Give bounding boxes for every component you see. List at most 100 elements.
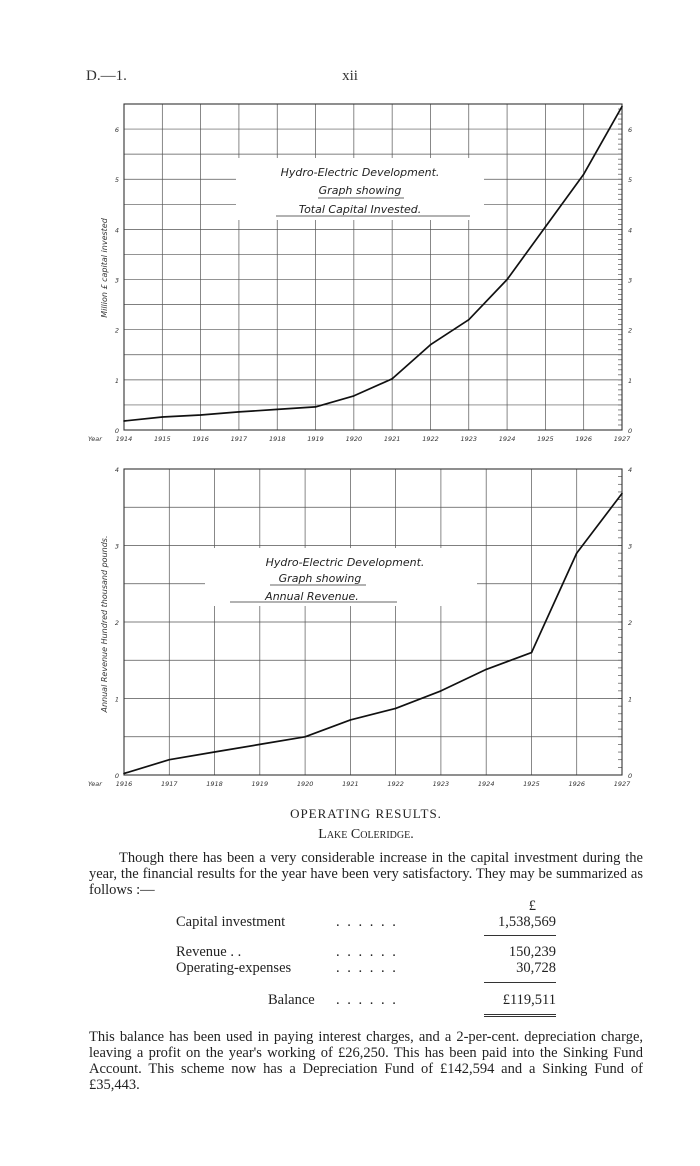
chart1-title-line3: Total Capital Invested. [299,203,422,216]
row-label: Operating-expenses [176,960,292,976]
row-operating-expenses: Operating-expenses . . . . . . 30,728 [176,960,556,976]
page-number: xii [342,68,358,84]
chart2-tick-labels: 1916 1917 1918 1919 1920 1921 1922 1923 1924 1925… [88,466,632,788]
data-point [199,414,202,416]
chart1-title-line1: Hydro-Electric Development. [281,166,440,179]
y-tick-label-right: 1 [628,377,632,385]
y-tick-label-right: 1 [628,696,632,704]
data-point [123,772,125,775]
x-tick-label: 1916 [192,435,209,443]
x-tick-label: 1918 [206,780,223,788]
row-value: 1,538,569 [498,914,556,930]
x-axis-prefix: Year [88,435,103,443]
y-tick-label-left: 6 [115,126,119,134]
row-value: 30,728 [516,960,556,976]
data-point [259,743,261,746]
y-tick-label-right: 2 [628,619,632,627]
x-tick-label: 1927 [614,435,631,443]
x-tick-label: 1919 [307,435,324,443]
rule-1 [484,935,556,936]
data-point [544,226,547,228]
x-tick-label: 1921 [342,780,359,788]
x-tick-label: 1919 [252,780,269,788]
x-tick-label: 1924 [499,435,516,443]
x-tick-label: 1925 [523,780,540,788]
data-point [168,758,171,761]
rule-2 [484,982,556,983]
chart2-frame [123,468,623,776]
row-revenue: Revenue . . . . . . . . 150,239 [176,944,556,960]
chart2-title-line1: Hydro-Electric Development. [266,556,425,569]
chart2-y-axis-label: Annual Revenue Hundred thousand pounds. [100,536,109,714]
y-tick-label-left: 4 [115,226,119,234]
data-point [213,751,216,753]
data-point [123,420,125,422]
x-tick-label: 1925 [537,435,554,443]
chart2-title-box [205,548,477,606]
y-tick-label-right: 0 [628,772,632,780]
x-tick-label: 1924 [478,780,495,788]
y-tick-label-left: 0 [115,772,119,780]
section-title: OPERATING RESULTS. [290,806,442,821]
data-point [429,343,432,346]
x-tick-label: 1923 [433,780,450,788]
data-point [349,719,352,721]
y-tick-label-left: 3 [115,543,119,551]
y-tick-label-left: 2 [115,327,119,335]
data-point [582,173,585,176]
x-tick-label: 1917 [161,780,178,788]
y-tick-label-right: 3 [628,277,632,285]
x-tick-label: 1927 [614,780,631,788]
x-tick-label: 1920 [297,780,314,788]
chart2-title-line3: Annual Revenue. [264,590,359,603]
x-tick-label: 1917 [231,435,248,443]
row-label: Revenue . . [176,944,242,960]
x-tick-label: 1916 [116,780,133,788]
closing-paragraph: This balance has been used in paying int… [89,1029,643,1093]
y-tick-label-right: 3 [628,543,632,551]
row-label: Capital investment [176,914,286,930]
data-point [304,735,306,738]
x-tick-label: 1926 [575,435,592,443]
y-tick-label-right: 5 [628,176,632,184]
chart2-title-line2: Graph showing [279,572,362,585]
row-value: 150,239 [508,944,556,960]
row-capital-investment: Capital investment . . . . . . 1,538,569 [176,914,556,930]
row-leader-dots: . . . . . . [336,944,398,960]
x-axis-prefix: Year [88,780,103,788]
row-label: Balance [268,992,315,1008]
rule-double [484,1014,556,1017]
x-tick-label: 1918 [269,435,286,443]
y-tick-label-right: 4 [628,466,632,474]
chart1-y-axis-label: Million £ capital invested [100,217,109,318]
data-point [238,411,240,413]
x-tick-label: 1922 [422,435,439,443]
chart1-grid [124,103,622,431]
y-tick-label-left: 0 [115,427,119,435]
y-tick-label-left: 2 [115,619,119,627]
chart1-frame [123,103,623,431]
y-tick-label-left: 1 [115,377,119,385]
data-point [391,378,393,380]
chart1-title-box [236,158,484,220]
data-point [621,105,623,108]
row-leader-dots: . . . . . . [336,914,398,930]
chart2-grid [124,468,622,776]
y-tick-label-right: 2 [628,327,632,335]
intro-paragraph: Though there has been a very considerabl… [89,850,643,898]
data-point [485,668,487,671]
x-tick-label: 1923 [460,435,477,443]
data-point [353,395,355,397]
data-point [530,651,533,654]
data-point [621,492,623,495]
data-point [314,406,317,408]
annual-revenue-line [123,492,623,775]
y-tick-label-left: 1 [115,696,119,704]
y-tick-label-left: 4 [115,466,119,474]
row-balance: Balance . . . . . . £119,511 [176,992,556,1008]
x-tick-label: 1921 [384,435,401,443]
row-leader-dots: . . . . . . [336,960,398,976]
capital-invested-line [123,106,623,422]
data-point [161,416,164,418]
financial-summary: £ Capital investment . . . . . . 1,538,5… [176,898,556,1028]
